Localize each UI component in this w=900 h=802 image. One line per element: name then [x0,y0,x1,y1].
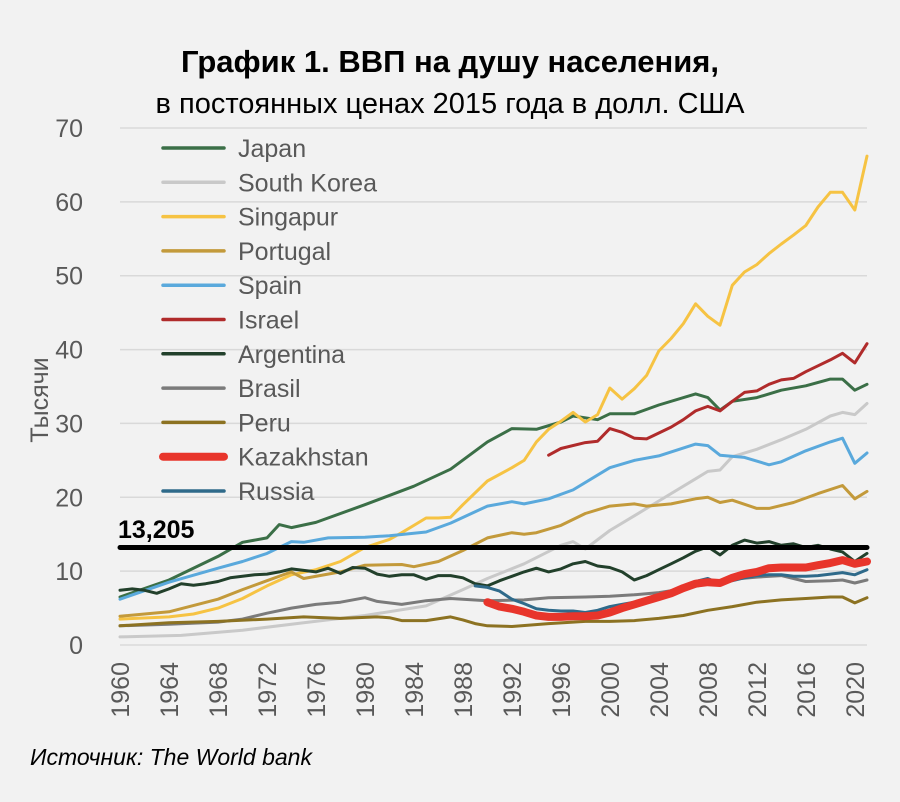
chart-subtitle: в постоянных ценах 2015 года в долл. США [156,88,746,120]
legend-label: South Korea [238,169,377,197]
series-line-israel [547,342,869,457]
x-tick-label: 1976 [303,662,331,718]
series-line-singapur [118,154,869,621]
x-tick-label: 1972 [254,662,282,718]
series-line-kazakhstan [483,556,871,621]
x-tick-label: 1964 [156,662,184,718]
y-tick-label: 0 [69,632,83,660]
x-tick-label: 2012 [744,662,772,718]
legend-label: Japan [238,135,306,163]
source-note: Источник: The World bank [30,744,313,770]
series-line-japan [118,377,869,599]
x-tick-label: 2000 [597,662,625,718]
x-tick-label: 1984 [401,662,429,718]
x-tick-label: 1968 [205,662,233,718]
x-tick-label: 1980 [352,662,380,718]
series-line-portugal [118,484,869,618]
legend-label: Portugal [238,238,331,266]
y-tick-label: 70 [55,115,83,143]
legend-label: Kazakhstan [238,444,369,472]
x-tick-label: 1960 [107,662,135,718]
legend: Japan South Korea Singapur Portugal Spain Isr… [159,135,377,506]
series-line-argentina [118,538,869,595]
y-tick-label: 40 [55,337,83,365]
y-tick-label: 10 [55,558,83,586]
chart-title: График 1. ВВП на душу населения, [181,44,719,79]
x-tick-label: 2020 [842,662,870,718]
legend-label: Brasil [238,375,301,403]
series-lines [118,154,871,639]
legend-label: Spain [238,272,302,300]
series-line-brasil [118,574,869,628]
x-tick-label: 1988 [450,662,478,718]
series-line-peru [118,595,869,628]
legend-label: Russia [238,478,315,506]
x-tick-label: 2008 [695,662,723,718]
x-axis-ticks: 1960 1964 1968 1972 1976 1980 1984 1988 1992 1996… [107,662,870,718]
y-tick-label: 20 [55,484,83,512]
x-tick-label: 2016 [793,662,821,718]
series-line-spain [118,436,869,601]
x-tick-label: 1996 [548,662,576,718]
legend-label: Peru [238,409,291,437]
x-tick-label: 2004 [646,662,674,718]
reference-line-label: 13,205 [118,516,195,544]
legend-label: Singapur [238,204,338,232]
series-line-south-korea [118,402,869,639]
gridlines [120,127,867,646]
y-axis-ticks: 0 10 20 30 40 50 60 70 [55,115,83,660]
legend-label: Israel [238,307,299,335]
legend-label: Argentina [238,341,345,369]
y-tick-label: 50 [55,263,83,291]
y-axis-label: Тысячи [26,357,54,442]
y-tick-label: 30 [55,410,83,438]
x-tick-label: 1992 [499,662,527,718]
y-tick-label: 60 [55,189,83,217]
reference-line-group: 13,205 [117,516,870,550]
